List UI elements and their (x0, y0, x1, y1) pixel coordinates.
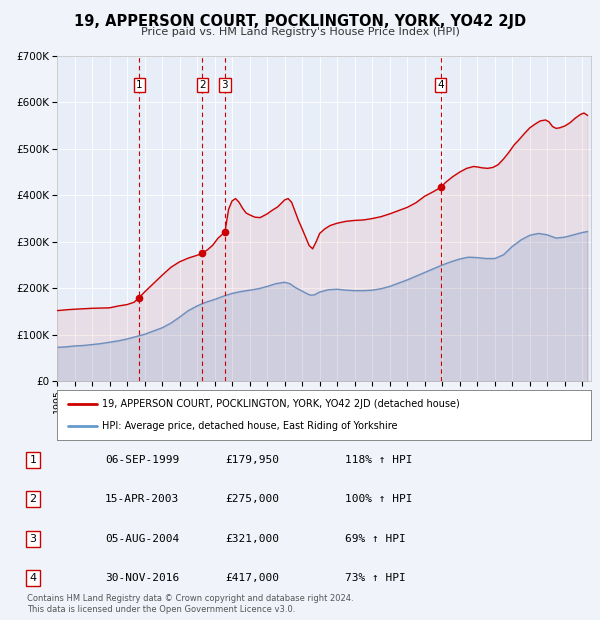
Text: 118% ↑ HPI: 118% ↑ HPI (345, 454, 413, 465)
Text: 1: 1 (29, 454, 37, 465)
Text: 19, APPERSON COURT, POCKLINGTON, YORK, YO42 2JD (detached house): 19, APPERSON COURT, POCKLINGTON, YORK, Y… (103, 399, 460, 409)
Text: 06-SEP-1999: 06-SEP-1999 (105, 454, 179, 465)
Text: 05-AUG-2004: 05-AUG-2004 (105, 534, 179, 544)
Text: 2: 2 (29, 494, 37, 504)
Text: 15-APR-2003: 15-APR-2003 (105, 494, 179, 504)
Text: 4: 4 (29, 574, 37, 583)
Text: £417,000: £417,000 (225, 574, 279, 583)
Text: £321,000: £321,000 (225, 534, 279, 544)
Text: 4: 4 (437, 80, 444, 90)
Text: Contains HM Land Registry data © Crown copyright and database right 2024.
This d: Contains HM Land Registry data © Crown c… (27, 595, 353, 614)
Text: 2: 2 (199, 80, 205, 90)
Text: 73% ↑ HPI: 73% ↑ HPI (345, 574, 406, 583)
Text: £179,950: £179,950 (225, 454, 279, 465)
Text: 100% ↑ HPI: 100% ↑ HPI (345, 494, 413, 504)
Text: 3: 3 (221, 80, 228, 90)
Text: 69% ↑ HPI: 69% ↑ HPI (345, 534, 406, 544)
Text: 1: 1 (136, 80, 142, 90)
Text: 19, APPERSON COURT, POCKLINGTON, YORK, YO42 2JD: 19, APPERSON COURT, POCKLINGTON, YORK, Y… (74, 14, 526, 29)
Text: 30-NOV-2016: 30-NOV-2016 (105, 574, 179, 583)
Text: Price paid vs. HM Land Registry's House Price Index (HPI): Price paid vs. HM Land Registry's House … (140, 27, 460, 37)
Text: £275,000: £275,000 (225, 494, 279, 504)
Text: HPI: Average price, detached house, East Riding of Yorkshire: HPI: Average price, detached house, East… (103, 421, 398, 431)
Text: 3: 3 (29, 534, 37, 544)
